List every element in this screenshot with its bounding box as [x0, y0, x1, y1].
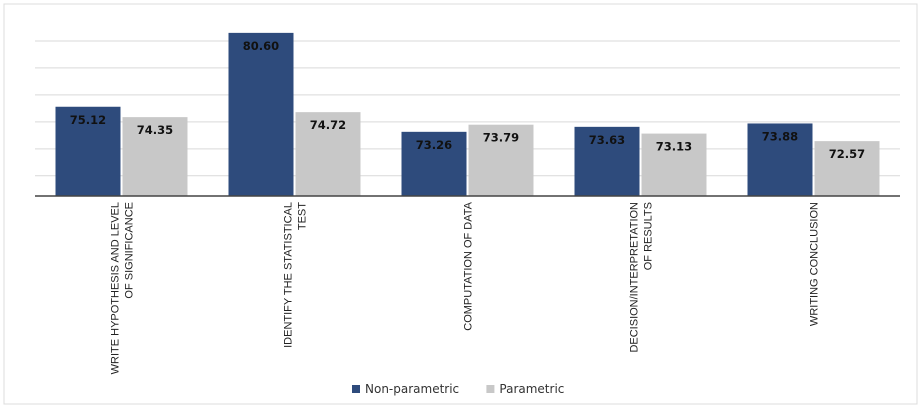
category-label: COMPUTATION OF DATA	[463, 201, 475, 330]
category-label-line: WRITING CONCLUSION	[809, 202, 821, 326]
category-label: WRITING CONCLUSION	[809, 202, 821, 326]
data-label: 74.72	[310, 118, 346, 132]
data-label: 73.88	[762, 129, 798, 143]
data-label: 75.12	[70, 113, 106, 127]
legend: Non-parametric Parametric	[352, 382, 564, 396]
data-label: 74.35	[137, 123, 173, 137]
legend-swatch-parametric	[486, 385, 494, 393]
category-label-line: OF SIGNIFICANCE	[124, 202, 136, 299]
category-label-line: IDENTIFY THE STATISTICAL	[283, 202, 295, 348]
data-label: 73.13	[656, 140, 692, 154]
category-label-line: TEST	[297, 202, 309, 230]
legend-label: Parametric	[499, 382, 564, 396]
legend-label: Non-parametric	[365, 382, 459, 396]
bar-non-parametric	[229, 33, 294, 196]
chart-background	[4, 4, 917, 404]
category-label-line: WRITE HYPOTHESIS AND LEVEL	[110, 202, 122, 374]
category-label-line: OF RESULTS	[643, 202, 655, 270]
data-label: 73.79	[483, 131, 519, 145]
data-label: 73.26	[416, 138, 452, 152]
data-label: 80.60	[243, 39, 279, 53]
legend-swatch-non-parametric	[352, 385, 360, 393]
data-label: 73.63	[589, 133, 625, 147]
category-label-line: COMPUTATION OF DATA	[463, 201, 475, 330]
data-label: 72.57	[829, 147, 865, 161]
category-label-line: DECISION/INTERPRETATION	[629, 202, 641, 353]
